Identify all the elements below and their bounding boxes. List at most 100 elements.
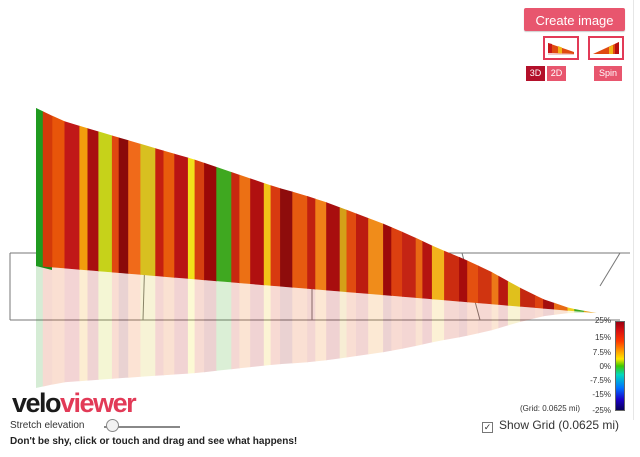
legend-label: -7.5%: [590, 376, 611, 385]
reflection-segment: [36, 266, 44, 388]
gradient-color-scale: [615, 321, 625, 411]
profile-segment: [459, 256, 468, 303]
profile-segment: [567, 307, 575, 312]
profile-segment: [128, 140, 141, 275]
profile-segment: [292, 191, 308, 289]
profile-segment: [402, 231, 417, 298]
profile-segment: [356, 213, 369, 294]
thumbnail-2d-preview-icon: [593, 42, 619, 54]
reflection-segment: [163, 276, 175, 376]
reflection-segment: [567, 310, 575, 314]
reflection-segment: [507, 305, 521, 326]
legend-label: -15%: [592, 390, 611, 399]
profile-segment: [346, 209, 357, 293]
profile-segment: [187, 157, 196, 280]
viewport-border: [633, 0, 634, 420]
grid-line: [599, 252, 621, 287]
profile-segment: [194, 159, 205, 281]
profile-segment: [231, 172, 240, 284]
profile-segment: [36, 108, 44, 267]
profile-segment: [583, 310, 597, 313]
stretch-elevation-slider-track[interactable]: [104, 426, 180, 428]
reflection-segment: [467, 302, 479, 336]
reflection-segment: [326, 290, 341, 361]
profile-segment: [368, 218, 384, 296]
spin-button[interactable]: Spin: [594, 66, 622, 81]
reflection-segment: [64, 268, 80, 383]
show-grid-checkbox[interactable]: ✓: [482, 422, 493, 433]
profile-segment: [87, 128, 99, 272]
reflection-segment: [583, 312, 597, 313]
mode-2d-button[interactable]: 2D: [547, 66, 566, 81]
reflection-segment: [280, 286, 293, 365]
profile-segment: [383, 223, 392, 296]
profile-segment: [52, 115, 66, 269]
profile-surface: [36, 108, 597, 313]
profile-segment: [155, 148, 165, 277]
reflection-segment: [263, 285, 272, 366]
profile-segment: [307, 196, 316, 290]
profile-segment: [498, 275, 509, 306]
profile-segment: [507, 281, 521, 307]
profile-segment: [554, 302, 569, 311]
reflection-segment: [250, 284, 265, 368]
reflection-segment: [356, 292, 369, 357]
create-image-button[interactable]: Create image: [524, 8, 625, 31]
reflection-segment: [174, 277, 189, 375]
profile-segment: [79, 125, 89, 271]
profile-segment: [174, 153, 189, 279]
reflection-segment: [231, 282, 240, 370]
reflection-segment: [520, 306, 536, 322]
profile-segment: [415, 237, 423, 299]
reflection-segment: [128, 273, 141, 378]
profile-segment: [444, 250, 460, 302]
profile-segment: [280, 188, 293, 288]
elevation-profile-3d[interactable]: [0, 0, 634, 420]
profile-segment: [98, 131, 113, 273]
reflection-segment: [554, 309, 569, 315]
reflection-segment: [307, 288, 316, 363]
profile-segment: [42, 111, 53, 268]
reflection-segment: [459, 301, 468, 338]
stretch-elevation-slider-handle[interactable]: [105, 419, 119, 432]
reflection-segment: [216, 281, 232, 371]
reflection-segment: [140, 274, 156, 377]
veloviewer-logo: veloviewer: [12, 388, 137, 418]
profile-segment: [491, 272, 499, 305]
reflection-segment: [315, 289, 327, 362]
profile-segment: [535, 295, 544, 309]
profile-reflection: [36, 266, 597, 388]
reflection-segment: [491, 304, 499, 331]
legend-label: 0%: [599, 362, 611, 371]
reflection-segment: [444, 300, 460, 340]
profile-segment: [263, 183, 272, 286]
thumbnail-2d-view[interactable]: [588, 36, 624, 60]
legend-label: 15%: [594, 333, 611, 342]
reflection-segment: [79, 269, 89, 382]
reflection-segment: [535, 307, 544, 319]
profile-segment: [339, 207, 348, 293]
reflection-segment: [42, 266, 53, 387]
profile-segment: [431, 245, 445, 301]
reflection-segment: [204, 280, 217, 373]
mode-3d-button[interactable]: 3D: [526, 66, 545, 81]
profile-segment: [163, 150, 175, 278]
3d-profile-viewport[interactable]: [0, 0, 634, 420]
reflection-segment: [52, 267, 66, 385]
profile-segment: [239, 174, 251, 284]
reflection-segment: [346, 292, 357, 358]
profile-segment: [574, 309, 585, 312]
legend-label: 7.5%: [592, 348, 611, 357]
profile-segment: [64, 121, 80, 270]
reflection-segment: [194, 279, 205, 374]
thumbnail-3d-view[interactable]: [543, 36, 579, 60]
reflection-segment: [187, 278, 196, 374]
profile-segment: [543, 299, 555, 310]
reflection-segment: [111, 272, 120, 379]
show-grid-label[interactable]: Show Grid (0.0625 mi): [499, 418, 620, 432]
profile-segment: [422, 241, 433, 300]
reflection-segment: [415, 297, 423, 346]
profile-segment: [270, 185, 281, 287]
profile-segment: [520, 287, 536, 308]
